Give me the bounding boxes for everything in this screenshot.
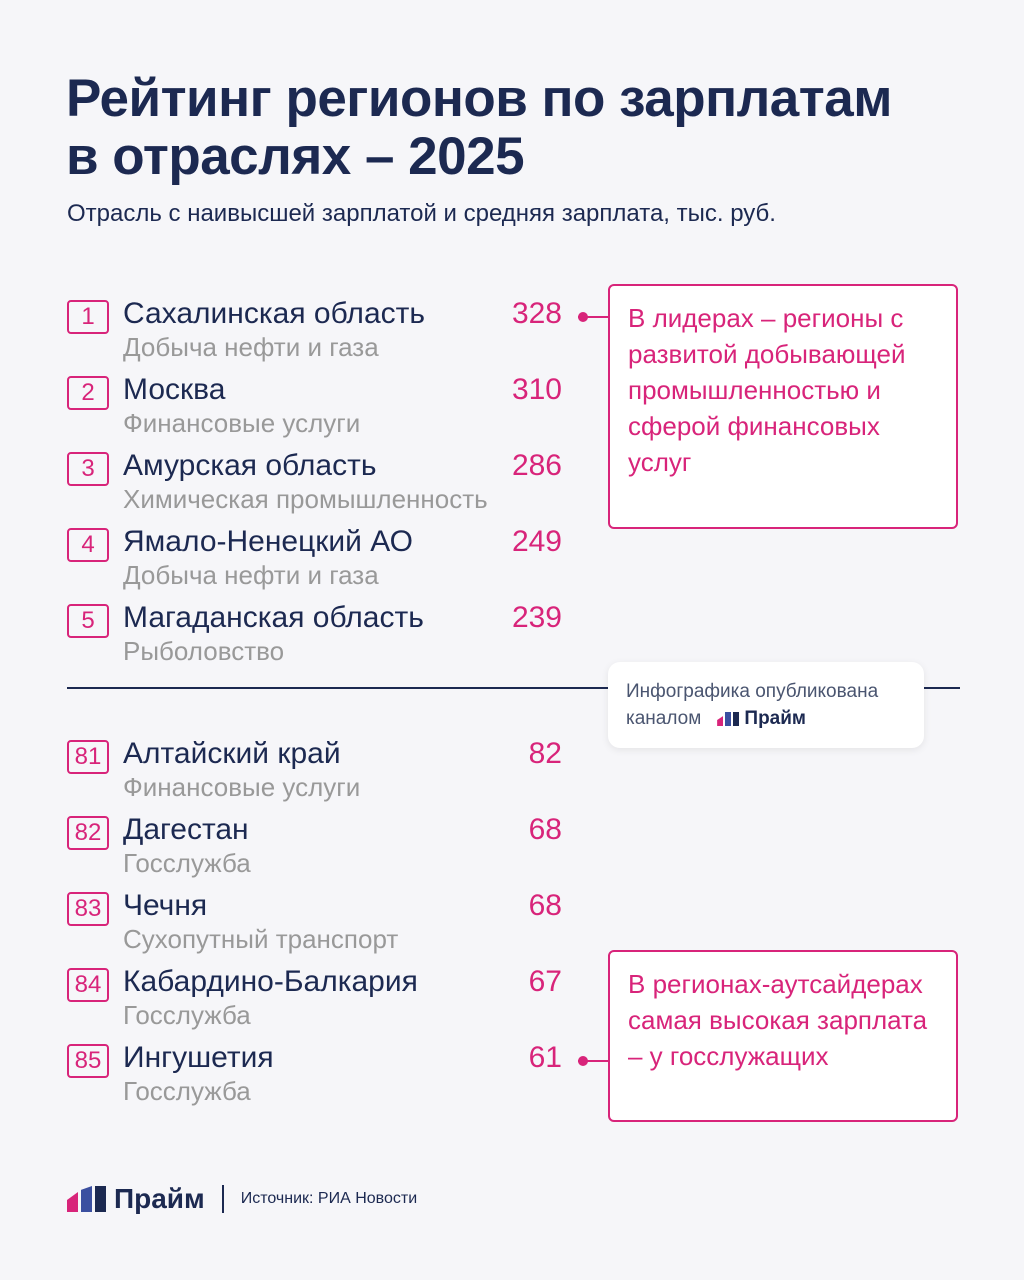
- rank-badge: 84: [67, 968, 109, 1002]
- region-row: 82 Дагестан Госслужба 68: [67, 813, 567, 889]
- rank-badge: 4: [67, 528, 109, 562]
- industry-name: Финансовые услуги: [123, 408, 361, 438]
- salary-value: 61: [528, 1041, 562, 1074]
- region-row: 5 Магаданская область Рыболовство 239: [67, 601, 567, 677]
- region-name: Магаданская область: [123, 601, 424, 634]
- industry-name: Госслужба: [123, 848, 251, 878]
- industry-name: Химическая промышленность: [123, 484, 488, 514]
- rank-badge: 3: [67, 452, 109, 486]
- salary-value: 286: [511, 449, 562, 482]
- footer-separator: [221, 1185, 224, 1213]
- rank-badge: 83: [67, 892, 109, 926]
- callout-outsiders: В регионах-аутсайдерах самая высокая зар…: [608, 950, 958, 1122]
- region-name: Алтайский край: [123, 737, 341, 770]
- rank-badge: 82: [67, 816, 109, 850]
- region-name: Москва: [123, 373, 226, 406]
- region-name: Ингушетия: [123, 1041, 274, 1074]
- connector-top: [578, 312, 610, 322]
- rank-badge: 85: [67, 1044, 109, 1078]
- region-name: Чечня: [123, 889, 208, 922]
- footer-logo-text: Прайм: [114, 1183, 205, 1214]
- salary-value: 68: [528, 889, 562, 922]
- region-name: Сахалинская область: [123, 297, 425, 330]
- chip-text-2: каналом: [626, 708, 702, 729]
- rank-badge: 81: [67, 740, 109, 774]
- industry-name: Госслужба: [123, 1076, 251, 1106]
- divider: [67, 687, 960, 689]
- industry-name: Рыболовство: [123, 636, 285, 666]
- salary-value: 328: [511, 297, 562, 330]
- page-subtitle: Отрасль с наивысшей зарплатой и средняя …: [67, 200, 776, 227]
- salary-value: 249: [511, 525, 562, 558]
- rank-badge: 2: [67, 376, 109, 410]
- region-row: 2 Москва Финансовые услуги 310: [67, 373, 567, 449]
- salary-value: 68: [528, 813, 562, 846]
- salary-value: 82: [528, 737, 562, 770]
- title-line-1: Рейтинг регионов по зарплатам: [66, 69, 892, 128]
- region-row: 3 Амурская область Химическая промышленн…: [67, 449, 567, 525]
- salary-value: 239: [511, 601, 562, 634]
- source-text: Источник: РИА Новости: [240, 1190, 418, 1207]
- industry-name: Госслужба: [123, 1000, 251, 1030]
- region-name: Амурская область: [123, 449, 377, 482]
- region-name: Кабардино-Балкария: [123, 965, 418, 998]
- chip-logo-text: Прайм: [744, 708, 806, 729]
- region-row: 81 Алтайский край Финансовые услуги 82: [67, 737, 567, 813]
- salary-value: 67: [528, 965, 562, 998]
- region-row: 4 Ямало-Ненецкий АО Добыча нефти и газа …: [67, 525, 567, 601]
- region-row: 85 Ингушетия Госслужба 61: [67, 1041, 567, 1117]
- callout-leaders: В лидерах – регионы с развитой добывающе…: [608, 284, 958, 529]
- region-name: Ямало-Ненецкий АО: [123, 525, 413, 558]
- footer: Прайм Источник: РИА Новости: [67, 1183, 417, 1215]
- salary-value: 310: [511, 373, 562, 406]
- industry-name: Добыча нефти и газа: [123, 560, 379, 590]
- industry-name: Сухопутный транспорт: [123, 924, 399, 954]
- publisher-chip: Инфографика опубликована каналом Прайм: [608, 662, 924, 748]
- prime-logo-icon: [717, 711, 740, 726]
- prime-logo-icon: [67, 1186, 106, 1212]
- chip-text: Инфографика опубликована: [626, 681, 879, 702]
- region-row: 1 Сахалинская область Добыча нефти и газ…: [67, 297, 567, 373]
- region-row: 83 Чечня Сухопутный транспорт 68: [67, 889, 567, 965]
- region-name: Дагестан: [123, 813, 249, 846]
- industry-name: Финансовые услуги: [123, 772, 361, 802]
- rank-badge: 5: [67, 604, 109, 638]
- page-title: Рейтинг регионов по зарплатам в отраслях …: [66, 70, 892, 186]
- connector-bottom: [578, 1056, 610, 1066]
- rank-badge: 1: [67, 300, 109, 334]
- title-line-2: в отраслях – 2025: [66, 127, 525, 186]
- region-row: 84 Кабардино-Балкария Госслужба 67: [67, 965, 567, 1041]
- industry-name: Добыча нефти и газа: [123, 332, 379, 362]
